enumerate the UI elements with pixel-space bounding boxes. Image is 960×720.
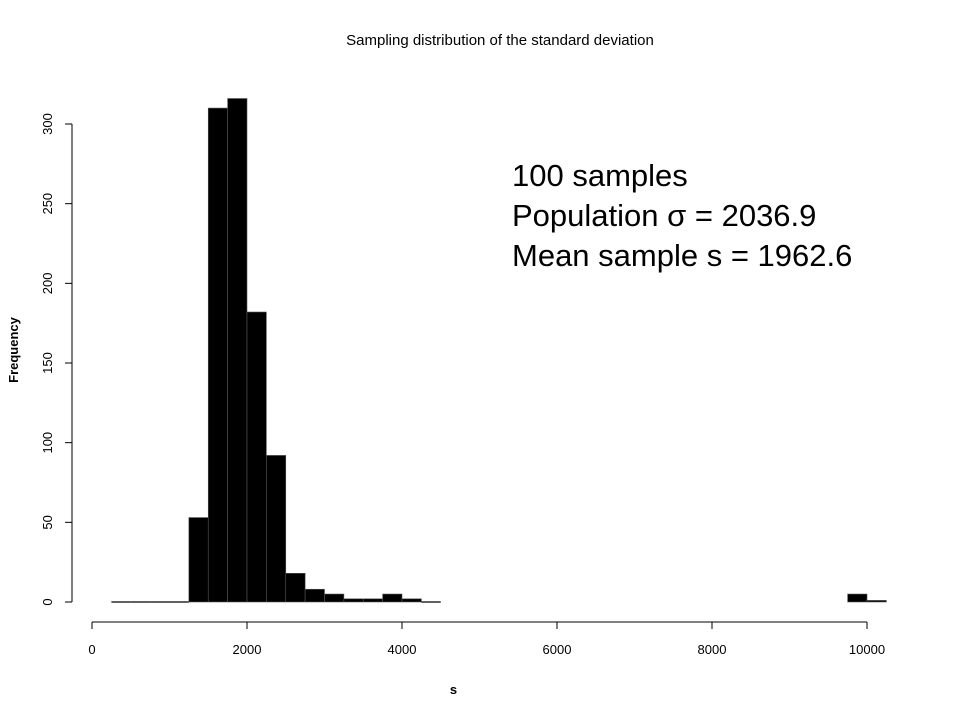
histogram-bar bbox=[866, 600, 887, 603]
y-axis: 0 50 100 150 200 250 300 bbox=[40, 113, 73, 606]
histogram-bar bbox=[343, 598, 364, 603]
y-tick-label: 250 bbox=[40, 193, 55, 215]
histogram-bar bbox=[266, 455, 287, 603]
histogram-bars bbox=[111, 98, 887, 603]
histogram-bar bbox=[246, 311, 267, 603]
histogram-bar bbox=[382, 593, 403, 603]
x-tick-label: 10000 bbox=[849, 642, 885, 657]
x-tick-label: 4000 bbox=[388, 642, 417, 657]
histogram-bar bbox=[847, 593, 868, 603]
x-tick-label: 8000 bbox=[698, 642, 727, 657]
y-tick-label: 0 bbox=[40, 598, 55, 605]
y-axis-title: Frequency bbox=[6, 316, 21, 383]
x-axis-title: s bbox=[450, 682, 457, 697]
histogram-bar bbox=[401, 598, 422, 603]
annotation-mean-sample-s: Mean sample s = 1962.6 bbox=[512, 238, 853, 273]
histogram-bar bbox=[362, 598, 383, 603]
y-tick-label: 300 bbox=[40, 113, 55, 135]
y-tick-label: 150 bbox=[40, 352, 55, 374]
histogram-bar bbox=[285, 573, 306, 603]
histogram-bar bbox=[227, 98, 248, 603]
histogram-bar bbox=[324, 593, 345, 603]
histogram-bar bbox=[188, 517, 209, 603]
chart-annotations: 100 samples Population σ = 2036.9 Mean s… bbox=[512, 156, 852, 276]
x-axis: 0 2000 4000 6000 8000 10000 bbox=[88, 621, 885, 657]
annotation-population-sigma: Population σ = 2036.9 bbox=[512, 198, 817, 233]
x-tick-label: 6000 bbox=[543, 642, 572, 657]
y-tick-label: 100 bbox=[40, 432, 55, 454]
x-tick-label: 0 bbox=[88, 642, 95, 657]
y-tick-label: 50 bbox=[40, 515, 55, 529]
annotation-sample-count: 100 samples bbox=[512, 158, 688, 193]
histogram-bar bbox=[304, 588, 325, 603]
chart-title: Sampling distribution of the standard de… bbox=[346, 32, 654, 49]
histogram-bar bbox=[207, 107, 228, 603]
x-tick-label: 2000 bbox=[233, 642, 262, 657]
y-tick-label: 200 bbox=[40, 272, 55, 294]
